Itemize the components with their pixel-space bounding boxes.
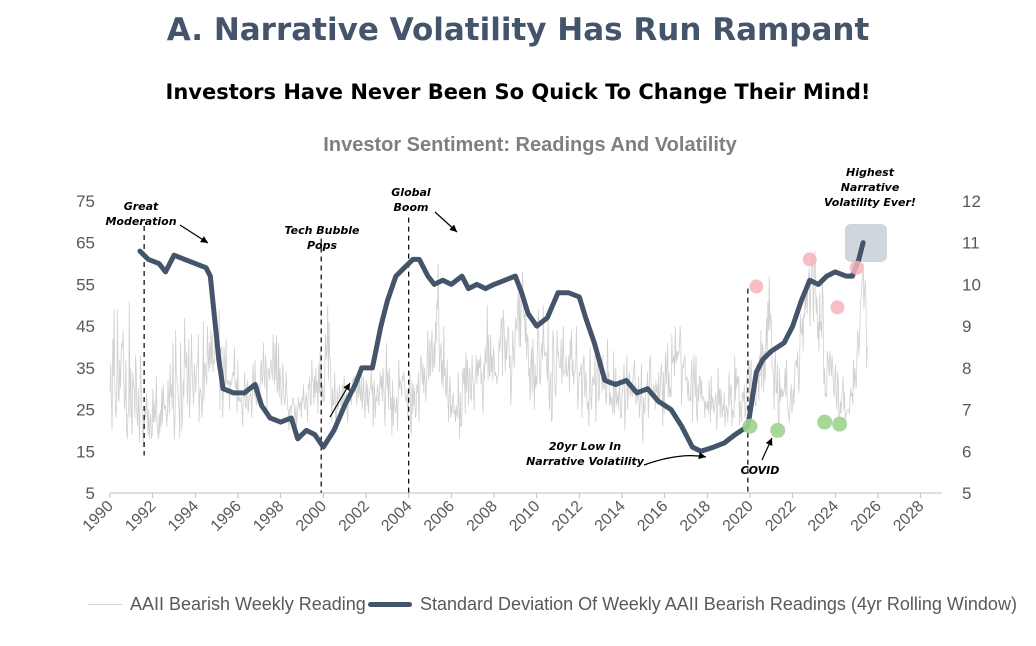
left-tick-label: 35 [76,359,95,378]
right-tick-label: 6 [962,442,971,461]
x-tick-label: 2016 [634,498,671,535]
annotation-global-boom: Boom [394,201,429,214]
right-tick-label: 8 [962,359,971,378]
pink-marker [802,252,817,267]
left-tick-label: 65 [76,234,95,253]
annotation-20yr-low: 20yr Low In [549,440,621,453]
arrow-tech-bubble [329,382,351,418]
left-tick-label: 15 [76,442,95,461]
left-tick-label: 25 [76,401,95,420]
x-tick-label: 1994 [165,498,202,535]
annotation-highest-volatility: Volatility Ever! [824,196,916,209]
green-marker [832,416,848,432]
pink-marker [849,260,864,275]
annotation-tech-bubble: Tech Bubble [285,224,360,237]
x-tick-label: 2028 [890,498,927,535]
x-tick-label: 2024 [805,498,842,535]
x-tick-label: 2014 [592,498,629,535]
annotation-great-moderation: Moderation [105,215,176,228]
arrow-global-boom [434,211,458,233]
annotation-highest-volatility: Highest [846,166,895,179]
x-tick-label: 2004 [378,498,415,535]
left-tick-label: 5 [86,484,95,503]
highlight-layer [844,223,887,262]
green-marker [742,418,758,434]
green-marker [770,422,786,438]
page-subtitle: Investors Have Never Been So Quick To Ch… [165,80,871,104]
volatility-line-layer [137,240,866,454]
x-tick-label: 1992 [122,498,159,535]
x-tick-label: 2018 [677,498,714,535]
x-tick-label: 2020 [720,498,757,535]
legend-swatch-bearish [88,604,122,605]
annotation-tech-bubble: Pops [307,239,337,252]
bearish-readings-layer [109,251,868,448]
legend-item-bearish: AAII Bearish Weekly Reading [88,594,366,615]
markers-layer [742,252,864,438]
x-tick-label: 1996 [208,498,245,535]
right-tick-label: 11 [962,234,980,253]
annotation-highest-volatility: Narrative [841,181,900,194]
pink-marker [749,279,764,294]
highest-volatility-highlight [844,223,887,262]
annotations-layer: Great Moderation Tech Bubble Pops Global Boom… [105,166,916,477]
bearish-series-line [109,251,868,448]
page-title: A. Narrative Volatility Has Run Rampant [166,12,870,48]
pink-marker [830,300,845,315]
annotation-20yr-low: Narrative Volatility [526,455,645,468]
x-tick-label: 1990 [80,498,117,535]
left-tick-label: 45 [76,317,95,336]
x-tick-label: 2022 [762,498,799,535]
right-tick-label: 12 [962,192,981,211]
legend-label-volatility: Standard Deviation Of Weekly AAII Bearis… [420,594,1017,614]
right-tick-label: 9 [962,317,971,336]
right-tick-label: 10 [962,275,981,294]
legend-label-bearish: AAII Bearish Weekly Reading [130,594,366,614]
right-tick-label: 5 [962,484,971,503]
x-tick-label: 2008 [464,498,501,535]
volatility-series-line [137,240,866,454]
annotation-great-moderation: Great [124,200,159,213]
legend: AAII Bearish Weekly Reading Standard Dev… [0,594,1036,618]
left-tick-label: 75 [76,192,95,211]
x-tick-label: 1998 [250,498,287,535]
x-tick-label: 2026 [848,498,885,535]
arrow-20yr-low [643,452,707,466]
x-tick-label: 2000 [293,498,330,535]
x-tick-label: 2006 [421,498,458,535]
legend-swatch-volatility [368,602,412,607]
x-tick-label: 2012 [549,498,586,535]
legend-item-volatility: Standard Deviation Of Weekly AAII Bearis… [368,594,1017,615]
x-tick-label: 2010 [506,498,543,535]
annotation-covid: COVID [741,464,780,477]
right-tick-label: 7 [962,401,971,420]
left-tick-label: 55 [76,275,95,294]
green-marker [817,414,833,430]
x-tick-label: 2002 [336,498,373,535]
arrow-covid [761,437,773,461]
sentiment-chart: 1990 1992 1994 1996 1998 2000 2002 2004 2006 2008… [76,166,981,535]
arrow-great-moderation [179,224,209,244]
annotation-global-boom: Global [391,186,431,199]
chart-title: Investor Sentiment: Readings And Volatil… [323,134,737,156]
